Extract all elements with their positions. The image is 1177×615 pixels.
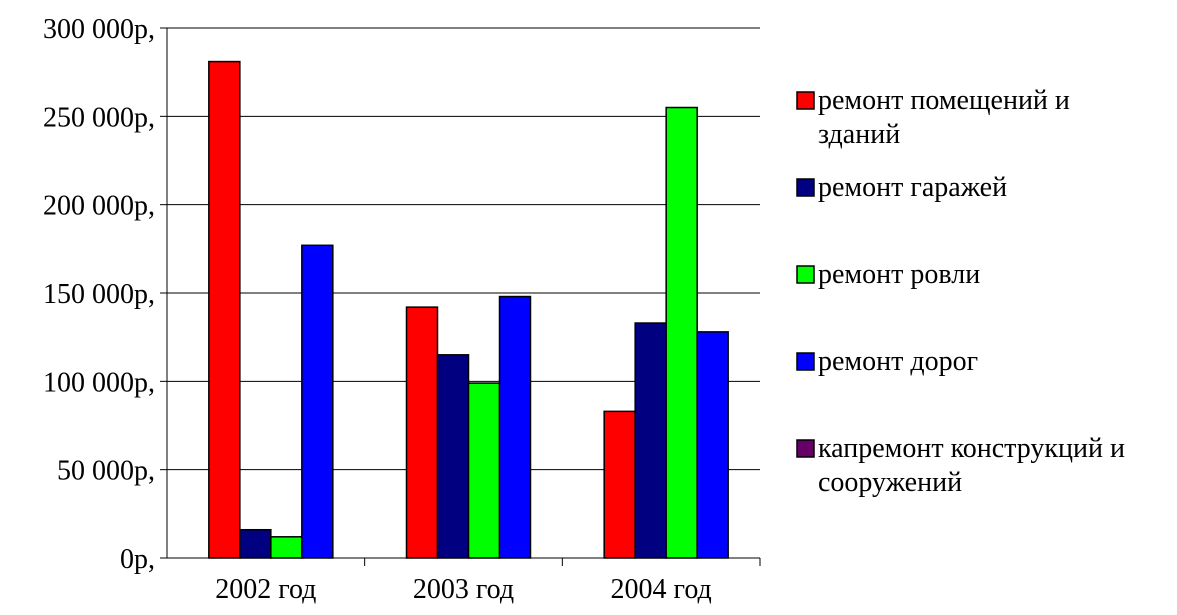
bar (498, 295, 532, 559)
legend-item: ремонт гаражей (796, 172, 1007, 203)
legend-label: ремонт гаражей (818, 172, 1007, 203)
legend-item: капремонт конструкций и сооружений (796, 433, 1132, 498)
bar (665, 106, 698, 559)
y-tick-label: 100 000р, (43, 367, 155, 398)
bar (405, 306, 439, 559)
y-tick-label: 50 000р, (57, 456, 155, 487)
legend-item: ремонт дорог (796, 346, 978, 377)
bar (436, 354, 470, 559)
x-tick-label: 2002 год (215, 574, 316, 605)
y-tick-label: 0р, (120, 544, 155, 575)
legend-label: капремонт конструкций и сооружений (818, 433, 1132, 498)
y-tick-label: 150 000р, (43, 279, 155, 310)
legend-swatch (796, 439, 815, 458)
bar (239, 528, 272, 559)
y-tick-label: 200 000р, (43, 191, 155, 222)
bar (634, 322, 667, 559)
bar (301, 244, 334, 559)
legend-label: ремонт ровли (818, 259, 980, 290)
legend: ремонт помещений и зданий ремонт гаражей р… (796, 85, 1132, 498)
y-tick-label: 250 000р, (43, 102, 155, 133)
legend-swatch (796, 352, 815, 371)
axes: 0р, 50 000р, 100 000р, 150 000р, 200 000р, 25… (43, 14, 761, 605)
bars (208, 60, 729, 559)
legend-swatch (796, 91, 815, 110)
x-tick-label: 2004 год (611, 574, 712, 605)
legend-item: ремонт помещений и зданий (796, 85, 1077, 150)
y-tick-label: 300 000р, (43, 14, 155, 45)
legend-label: ремонт дорог (818, 346, 978, 377)
legend-swatch (796, 265, 815, 284)
bar (208, 60, 241, 559)
bar (270, 536, 303, 559)
legend-swatch (796, 178, 815, 197)
bar (603, 410, 636, 559)
x-tick-label: 2003 год (413, 574, 514, 605)
legend-label: ремонт помещений и зданий (818, 85, 1077, 150)
legend-item: ремонт ровли (796, 259, 980, 290)
bar (696, 331, 729, 559)
bar (467, 382, 501, 559)
